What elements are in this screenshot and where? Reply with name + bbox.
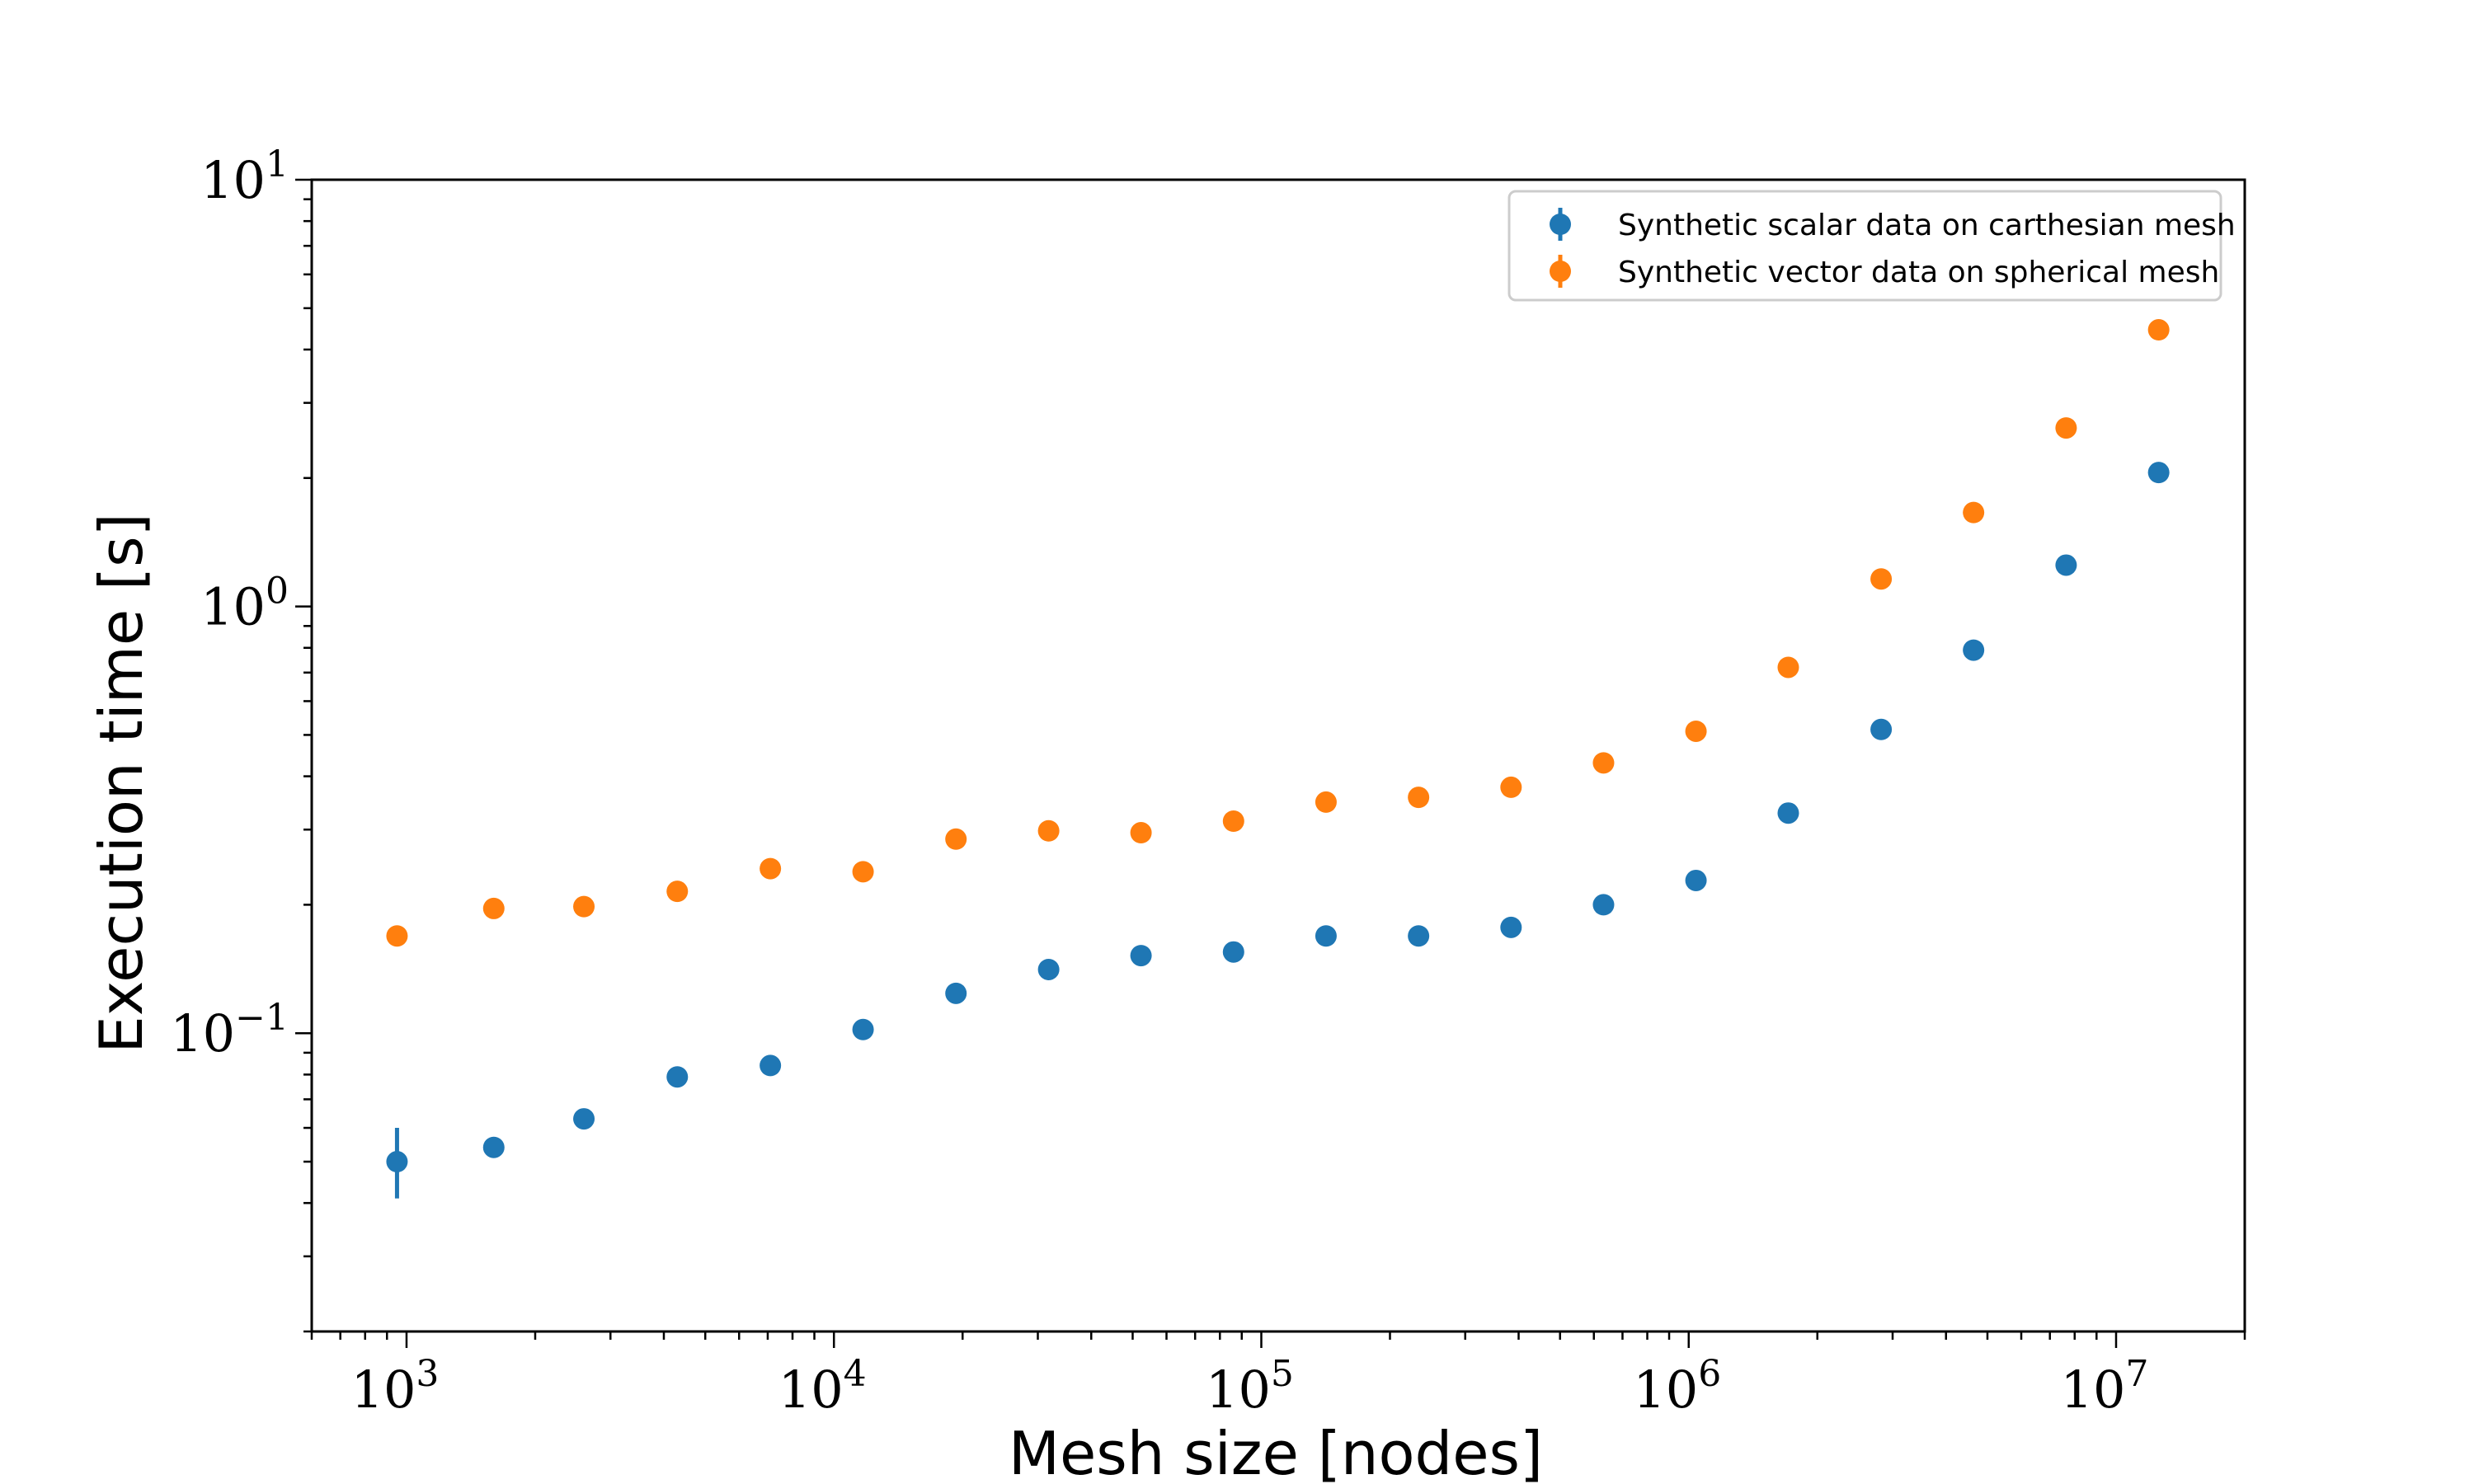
data-point <box>1963 501 1985 524</box>
data-point <box>852 1018 874 1040</box>
data-point <box>1870 718 1893 740</box>
legend-entry-2: Synthetic vector data on spherical mesh <box>1550 255 2219 289</box>
plot-marks <box>386 319 2170 1199</box>
x-tick-label: 106 <box>1633 1353 1721 1420</box>
data-point <box>1408 925 1430 947</box>
plot-frame <box>310 178 2246 1333</box>
data-point <box>1685 720 1707 742</box>
data-point <box>1222 941 1244 963</box>
data-point <box>1592 894 1615 916</box>
data-point <box>1222 810 1244 832</box>
legend-marker <box>1550 214 1571 235</box>
data-point <box>945 982 967 1004</box>
data-point <box>1685 869 1707 891</box>
data-point <box>1315 925 1337 947</box>
data-point <box>760 1054 782 1077</box>
y-tick-label: 100 <box>200 571 289 637</box>
x-tick-label: 103 <box>351 1353 440 1420</box>
data-point <box>945 828 967 850</box>
series-1 <box>386 462 2170 1199</box>
data-point <box>1777 802 1799 824</box>
data-point <box>1500 776 1522 798</box>
y-tick-label: 10−1 <box>170 997 289 1064</box>
x-tick-label: 104 <box>778 1353 867 1420</box>
legend-marker <box>1550 261 1571 282</box>
data-point <box>386 925 408 947</box>
x-axis-title: Mesh size [nodes] <box>1009 1419 1543 1484</box>
data-point <box>482 1136 505 1158</box>
data-point <box>1130 822 1152 844</box>
data-point <box>2147 319 2170 341</box>
data-point <box>1037 958 1060 980</box>
data-point <box>1777 656 1799 679</box>
legend-entry-1: Synthetic scalar data on carthesian mesh <box>1550 208 2236 242</box>
data-point <box>1130 945 1152 967</box>
data-point <box>666 881 689 903</box>
data-point <box>1963 639 1985 661</box>
series-2 <box>386 319 2170 947</box>
data-point <box>852 861 874 883</box>
legend-label: Synthetic scalar data on carthesian mesh <box>1618 209 2236 242</box>
data-point <box>2055 417 2077 439</box>
data-point <box>2055 554 2077 576</box>
legend-label: Synthetic vector data on spherical mesh <box>1618 256 2219 289</box>
data-point <box>1500 916 1522 938</box>
data-point <box>573 1108 595 1130</box>
data-point <box>573 895 595 918</box>
axes: 103 104 105 106 107 10−1 100 101 <box>170 143 2246 1420</box>
data-point <box>1592 752 1615 774</box>
data-point <box>1408 787 1430 809</box>
data-point <box>666 1066 689 1088</box>
legend: Synthetic scalar data on carthesian mesh… <box>1507 190 2236 302</box>
data-point <box>760 857 782 880</box>
y-tick-label: 101 <box>200 143 289 210</box>
y-axis-title: Execution time [s] <box>87 513 156 1053</box>
data-point <box>1037 819 1060 842</box>
data-point <box>386 1151 408 1173</box>
data-point <box>1315 791 1337 813</box>
x-tick-label: 105 <box>1206 1353 1294 1420</box>
x-tick-label: 107 <box>2061 1353 2149 1420</box>
data-point <box>1870 568 1893 590</box>
data-point <box>2147 462 2170 484</box>
data-point <box>482 897 505 919</box>
legend-box <box>1507 190 2222 302</box>
